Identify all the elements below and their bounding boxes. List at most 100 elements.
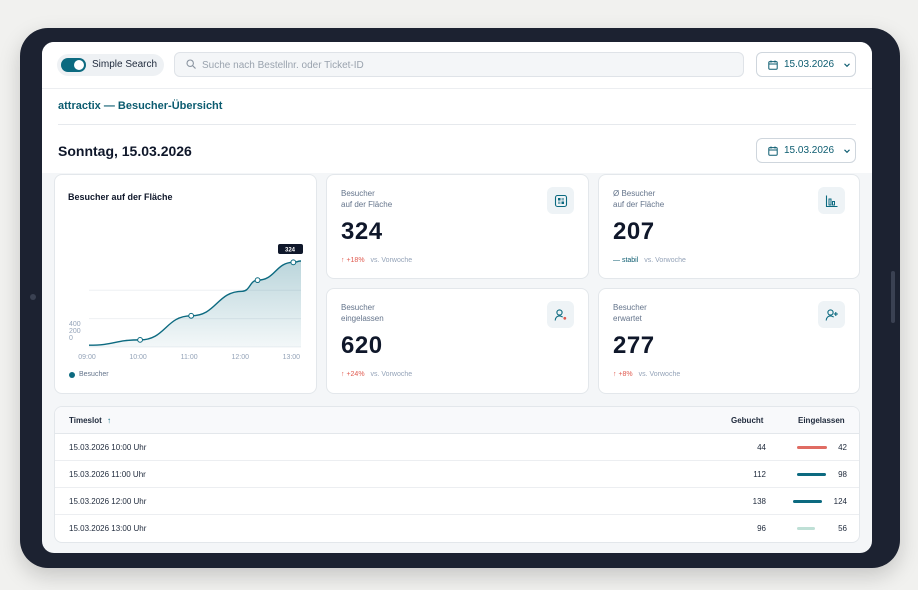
table-row[interactable]: 15.03.2026 13:00 Uhr 96 56 [55,515,859,542]
search-input[interactable] [202,57,732,73]
kpi-delta: ↑ +18% vs. Vorwoche [341,257,412,264]
column-header-admitted[interactable]: Eingelassen [798,416,845,425]
column-header-timeslot[interactable]: Timeslot ↑ [69,416,111,425]
kpi-delta-value: ↑ +8% [613,371,633,378]
kpi-card-avg-visitors: Ø Besucher auf der Fläche 207 — stabil v… [598,174,860,279]
app-title: attractix — Besucher-Übersicht [58,100,223,112]
side-button [891,271,895,323]
series-area [89,261,301,347]
x-tick-label: 13:00 [283,354,301,361]
chevron-down-icon [844,148,850,153]
table-row[interactable]: 15.03.2026 12:00 Uhr 138 124 [55,488,859,515]
cell-timeslot: 15.03.2026 11:00 Uhr [69,470,146,479]
date-label: 15.03.2026 [784,145,835,156]
timeslot-table: Timeslot ↑ Gebucht Eingelassen 15.03.202… [54,406,860,543]
kpi-label: Besucher erwartet [613,302,763,324]
cell-timeslot: 15.03.2026 12:00 Uhr [69,497,147,506]
top-bar: Simple Search 15.03.2026 [42,42,872,89]
kpi-label: Ø Besucher auf der Fläche [613,188,763,210]
chart-title: Besucher auf der Fläche [68,192,173,202]
toggle-switch[interactable] [61,58,86,72]
legend-label: Besucher [79,371,109,378]
date-picker-button[interactable]: 15.03.2026 [756,138,856,163]
page-title: Sonntag, 15.03.2026 [58,143,192,159]
toggle-label: Simple Search [92,59,158,70]
x-tick-label: 10:00 [129,354,147,361]
admitted-bar [797,473,827,476]
y-tick-label: 200 [69,328,81,335]
kpi-compare: vs. Vorwoche [644,257,686,264]
cell-admitted: 98 [838,470,847,479]
kpi-label-line2: erwartet [613,314,642,323]
calendar-icon [768,60,778,70]
kpi-value: 207 [613,218,655,245]
kpi-label-line2: eingelassen [341,314,384,323]
admitted-bar-fill [797,473,826,476]
y-tick-label: 0 [69,335,73,342]
calendar-icon [768,146,778,156]
cell-admitted: 124 [833,497,847,506]
x-tick-label: 11:00 [181,354,198,361]
admitted-bar [797,446,827,449]
kpi-delta-value: ↑ +18% [341,257,365,264]
max-value-label: 324 [285,248,296,254]
kpi-label: Besucher auf der Fläche [341,188,491,210]
date-label: 15.03.2026 [784,59,835,70]
admitted-bar-fill [793,500,822,503]
admitted-bar [797,527,827,530]
cell-booked: 138 [752,497,766,506]
legend-dot [69,372,75,378]
data-point [290,259,297,266]
kpi-delta: — stabil vs. Vorwoche [613,257,686,264]
screen: Simple Search 15.03.2026 [42,42,872,553]
kpi-compare: vs. Vorwoche [370,371,413,378]
column-header-booked[interactable]: Gebucht [731,416,764,425]
cell-admitted: 42 [838,443,847,452]
cell-timeslot: 15.03.2026 13:00 Uhr [69,524,147,533]
tablet-frame: Simple Search 15.03.2026 [20,28,900,568]
x-tick-label: 12:00 [231,354,249,361]
subheader: attractix — Besucher-Übersicht Sonntag, … [42,89,872,173]
data-point [188,312,195,319]
kpi-value: 324 [341,218,383,245]
admitted-bar [793,500,823,503]
x-tick-label: 09:00 [78,354,96,361]
kpi-delta: ↑ +8% vs. Vorwoche [613,371,680,378]
admitted-bar-fill [797,527,815,530]
kpi-card-visitors-admitted: Besucher eingelassen 620 ↑ +24% vs. Vorw… [326,288,589,394]
user-plus-icon [818,301,845,328]
admitted-bar-fill [797,446,827,449]
cell-booked: 44 [757,443,766,452]
simple-search-toggle[interactable]: Simple Search [57,54,164,76]
cell-admitted: 56 [838,524,847,533]
kpi-label-line1: Ø Besucher [613,189,656,198]
kpi-label-line1: Besucher [341,303,375,312]
column-label: Timeslot [69,416,102,425]
chevron-down-icon [844,62,850,67]
kpi-label-line2: auf der Fläche [613,200,665,209]
y-tick-label: 400 [69,321,81,328]
kpi-compare: vs. Vorwoche [370,257,413,264]
bar-chart-icon [818,187,845,214]
user-check-icon [547,301,574,328]
search-icon [186,59,196,69]
kpi-label: Besucher eingelassen [341,302,491,324]
kpi-card-visitors-expected: Besucher erwartet 277 ↑ +8% vs. Vorwoche [598,288,860,394]
table-row[interactable]: 15.03.2026 10:00 Uhr 44 42 [55,434,859,461]
date-picker-button-top[interactable]: 15.03.2026 [756,52,856,77]
cell-timeslot: 15.03.2026 10:00 Uhr [69,443,147,452]
max-value-badge [278,244,303,254]
kpi-delta: ↑ +24% vs. Vorwoche [341,371,412,378]
data-point [137,336,143,343]
kpi-label-line1: Besucher [341,189,375,198]
sort-ascending-icon[interactable]: ↑ [106,416,111,425]
camera-dot [30,294,36,300]
toggle-knob [74,60,84,70]
kpi-label-line1: Besucher [613,303,647,312]
search-box[interactable] [174,52,744,77]
kpi-delta-value: ↑ +24% [341,371,365,378]
table-row[interactable]: 15.03.2026 11:00 Uhr 112 98 [55,461,859,488]
kpi-value: 620 [341,332,383,359]
kpi-card-visitors-on-floor: Besucher auf der Fläche 324 ↑ +18% vs. V… [326,174,589,279]
